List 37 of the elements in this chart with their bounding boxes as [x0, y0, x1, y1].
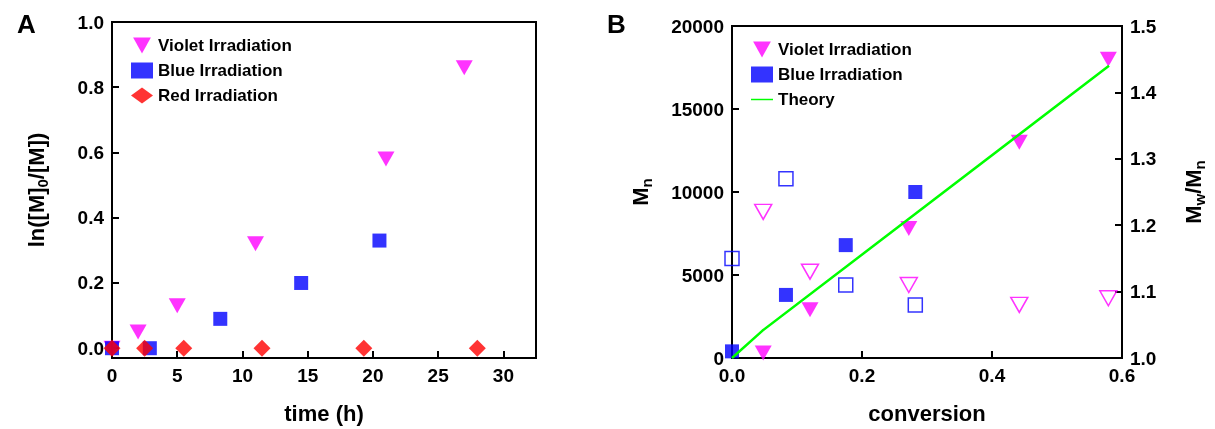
legend-label: Blue Irradiation — [778, 65, 903, 84]
y-tick-label: 10000 — [671, 181, 724, 203]
legend-label: Red Irradiation — [158, 86, 278, 105]
y-tick-label: 1.0 — [77, 11, 104, 33]
y-tick-label: 0.8 — [77, 76, 104, 98]
x-tick-label: 0.4 — [978, 365, 1006, 386]
legend-label: Theory — [778, 90, 836, 109]
x-tick-label: 15 — [297, 365, 319, 386]
y2-tick-label: 1.1 — [1130, 281, 1157, 303]
y2-tick-label: 1.2 — [1130, 214, 1157, 236]
y2-tick-label: 1.3 — [1130, 148, 1157, 170]
x-tick-label: 0.2 — [848, 365, 876, 386]
y-tick-label: 15000 — [671, 98, 724, 120]
x-tick-label: 20 — [362, 365, 384, 386]
legend-label: Violet Irradiation — [158, 36, 292, 55]
y2-tick-label: 1.4 — [1130, 81, 1157, 103]
y-axis-title: Mn — [628, 178, 655, 206]
x-tick-label: 5 — [171, 365, 183, 386]
x-axis-title: conversion — [868, 400, 986, 426]
y-tick-label: 0.6 — [77, 141, 104, 163]
legend-label: Violet Irradiation — [778, 40, 912, 59]
x-axis-title: time (h) — [284, 400, 364, 426]
y-tick-label: 20000 — [671, 15, 724, 37]
y-tick-label: 0.2 — [77, 272, 104, 294]
y-tick-label: 0.4 — [77, 207, 105, 229]
chart-title: B — [607, 9, 626, 39]
y-axis-title: ln([M]0/[M]) — [24, 132, 51, 248]
y2-tick-label: 1.5 — [1130, 15, 1157, 37]
y-tick-label: 5000 — [681, 264, 724, 286]
x-tick-label: 25 — [427, 365, 450, 386]
x-tick-label: 30 — [492, 365, 514, 386]
y2-axis-title: Mw/Mn — [1181, 160, 1208, 224]
x-tick-label: 10 — [231, 365, 254, 386]
x-tick-label: 0 — [106, 365, 118, 386]
legend-label: Blue Irradiation — [158, 61, 283, 80]
chart-title: A — [17, 9, 36, 39]
y-tick-label: 0.0 — [77, 337, 104, 359]
